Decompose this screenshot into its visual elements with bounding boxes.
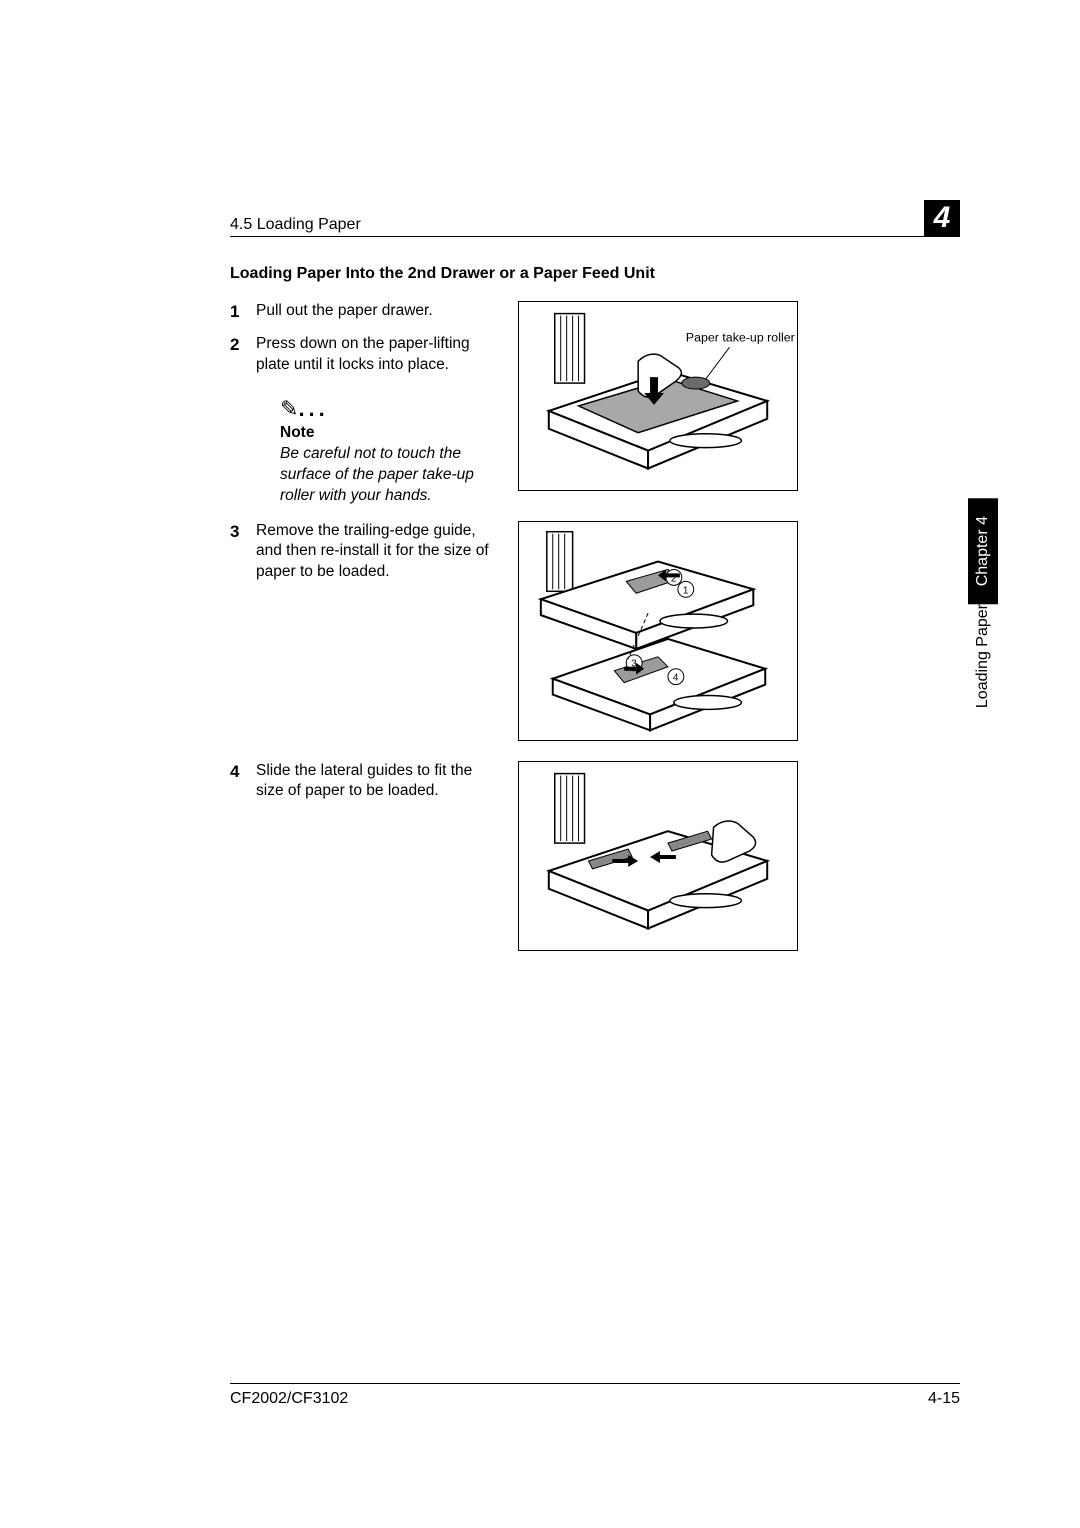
step-text: Pull out the paper drawer. xyxy=(256,301,433,324)
step-4: 4 Slide the lateral guides to fit the si… xyxy=(230,761,490,803)
row-1: 1 Pull out the paper drawer. 2 Press dow… xyxy=(230,301,960,507)
figure-a-label: Paper take-up roller xyxy=(686,330,795,344)
side-tab-chapter: Chapter 4 xyxy=(968,498,998,604)
note-icon: ✎... xyxy=(280,396,490,422)
row-3: 4 Slide the lateral guides to fit the si… xyxy=(230,761,960,951)
footer-page-number: 4-15 xyxy=(928,1390,960,1408)
step-number: 2 xyxy=(230,334,244,376)
section-title: 4.5 Loading Paper xyxy=(230,216,361,234)
note-title: Note xyxy=(280,424,490,442)
svg-text:1: 1 xyxy=(683,585,689,596)
footer-model: CF2002/CF3102 xyxy=(230,1390,348,1408)
page-footer: CF2002/CF3102 4-15 xyxy=(230,1383,960,1408)
figure-c xyxy=(518,761,798,951)
figure-a: Paper take-up roller xyxy=(518,301,798,491)
step-1: 1 Pull out the paper drawer. xyxy=(230,301,490,324)
subheading: Loading Paper Into the 2nd Drawer or a P… xyxy=(230,265,960,283)
row-2: 3 Remove the trailing-edge guide, and th… xyxy=(230,521,960,741)
step-text: Press down on the paper-lifting plate un… xyxy=(256,334,490,376)
step-number: 4 xyxy=(230,761,244,803)
step-text: Remove the trailing-edge guide, and then… xyxy=(256,521,490,584)
text-col-2: 3 Remove the trailing-edge guide, and th… xyxy=(230,521,490,741)
step-3: 3 Remove the trailing-edge guide, and th… xyxy=(230,521,490,584)
svg-text:4: 4 xyxy=(673,672,679,683)
text-col-3: 4 Slide the lateral guides to fit the si… xyxy=(230,761,490,951)
page-header: 4.5 Loading Paper 4 xyxy=(230,200,960,237)
side-tab: Chapter 4 Loading Paper xyxy=(968,498,998,722)
figure-col-3 xyxy=(518,761,798,951)
step-text: Slide the lateral guides to fit the size… xyxy=(256,761,490,803)
figure-col-2: 2 1 3 4 xyxy=(518,521,798,741)
figure-b: 2 1 3 4 xyxy=(518,521,798,741)
step-2: 2 Press down on the paper-lifting plate … xyxy=(230,334,490,376)
chapter-number-box: 4 xyxy=(924,200,960,236)
step-number: 3 xyxy=(230,521,244,584)
figure-col-1: Paper take-up roller xyxy=(518,301,798,507)
side-tab-label: Loading Paper xyxy=(968,604,998,722)
text-col-1: 1 Pull out the paper drawer. 2 Press dow… xyxy=(230,301,490,507)
step-number: 1 xyxy=(230,301,244,324)
manual-page: 4.5 Loading Paper 4 Loading Paper Into t… xyxy=(0,0,1080,1528)
note-block: ✎... Note Be careful not to touch the su… xyxy=(280,396,490,507)
note-body: Be careful not to touch the surface of t… xyxy=(280,444,490,507)
